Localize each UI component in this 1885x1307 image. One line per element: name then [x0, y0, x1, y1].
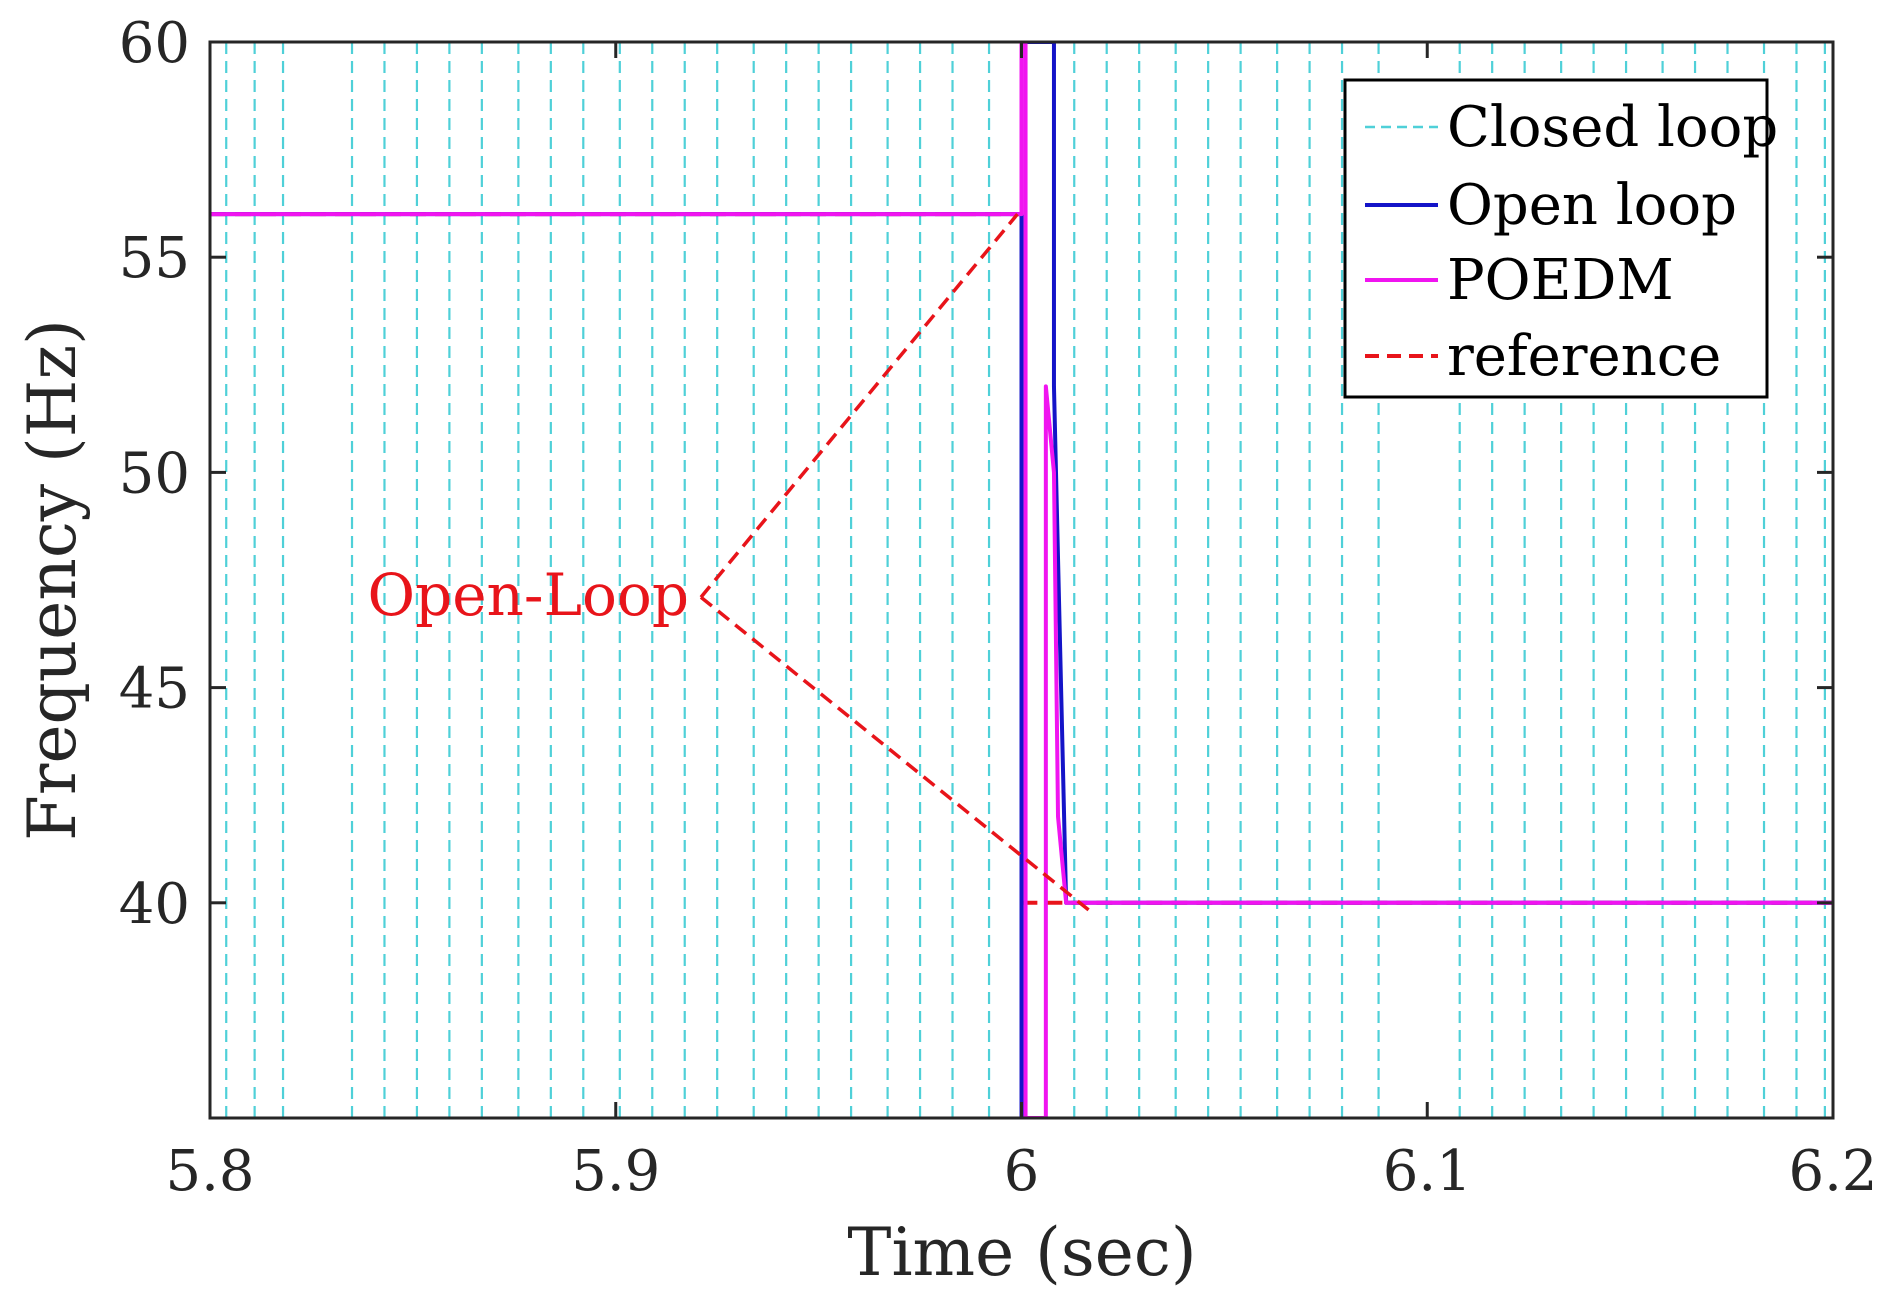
x-tick-label-1: 5.9: [571, 1139, 660, 1204]
y-tick-label-3: 55: [119, 226, 190, 291]
legend-label-reference: reference: [1447, 324, 1721, 389]
y-axis-label: Frequency (Hz): [14, 319, 91, 841]
legend-box: [1343, 78, 1769, 399]
tick-layer: 5.8 5.9 6 6.1 6.2 40 45 50 55 60: [119, 11, 1878, 1204]
y-tick-label-1: 45: [119, 657, 190, 722]
legend-label-open-loop: Open loop: [1447, 173, 1737, 238]
annotation-pointer-0: [699, 213, 1019, 599]
series-poedm: [210, 42, 1833, 1118]
x-axis-label: Time (sec): [847, 1214, 1196, 1291]
x-tick-label-3: 6.1: [1383, 1139, 1472, 1204]
y-tick-label-4: 60: [119, 11, 190, 76]
annotation-open-loop: Open-Loop: [368, 561, 689, 629]
legend: Closed loop Open loop POEDM reference: [1343, 78, 1778, 399]
y-tick-label-0: 40: [119, 872, 190, 937]
legend-label-poedm: POEDM: [1447, 248, 1674, 313]
x-tick-label-2: 6: [1004, 1139, 1040, 1204]
series-layer: [210, 42, 1833, 1118]
annotation-layer: Open-Loop: [368, 213, 1092, 913]
series-open-loop: [210, 42, 1833, 1118]
y-tick-label-2: 50: [119, 441, 190, 506]
x-tick-label-4: 6.2: [1788, 1139, 1877, 1204]
annotation-pointer-1: [699, 595, 1092, 913]
x-tick-label-0: 5.8: [165, 1139, 254, 1204]
legend-label-closed-loop: Closed loop: [1447, 95, 1778, 160]
series-closed-loop: [225, 42, 1826, 1118]
